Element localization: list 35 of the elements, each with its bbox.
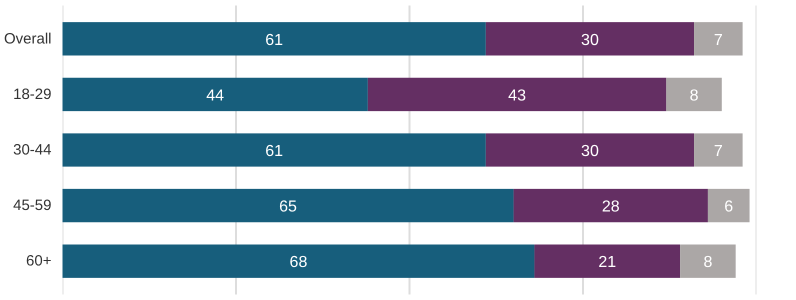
data-label: 28 bbox=[602, 198, 620, 216]
data-label: 44 bbox=[206, 87, 224, 104]
bar bbox=[694, 22, 743, 56]
y-tick-label: Overall bbox=[4, 30, 52, 48]
bar bbox=[368, 78, 666, 112]
data-label: 68 bbox=[290, 254, 308, 272]
y-tick-label: 60+ bbox=[26, 252, 52, 270]
y-tick-label: 30-44 bbox=[13, 142, 52, 158]
bar bbox=[708, 188, 750, 222]
bar bbox=[62, 244, 534, 278]
data-label: 65 bbox=[279, 198, 298, 216]
y-tick-label: 18-29 bbox=[13, 86, 52, 103]
data-label: 61 bbox=[265, 143, 284, 160]
bar bbox=[486, 133, 694, 167]
y-tick-label: 45-59 bbox=[13, 197, 52, 214]
data-label: 8 bbox=[703, 254, 712, 272]
data-label: 30 bbox=[581, 32, 599, 49]
bar bbox=[62, 188, 514, 222]
bar bbox=[62, 133, 486, 167]
data-label: 61 bbox=[265, 32, 284, 49]
bar bbox=[62, 78, 368, 112]
data-label: 6 bbox=[724, 198, 734, 216]
bar bbox=[514, 188, 708, 222]
data-label: 30 bbox=[581, 143, 599, 160]
bar bbox=[534, 244, 680, 278]
data-label: 7 bbox=[714, 143, 723, 160]
bar bbox=[486, 22, 694, 56]
bar bbox=[666, 78, 722, 112]
data-label: 43 bbox=[508, 87, 526, 104]
data-label: 21 bbox=[598, 254, 616, 272]
data-label: 8 bbox=[690, 87, 699, 104]
bar bbox=[694, 133, 743, 167]
data-label: 7 bbox=[714, 32, 723, 49]
bar bbox=[62, 22, 486, 56]
bar bbox=[680, 244, 736, 278]
